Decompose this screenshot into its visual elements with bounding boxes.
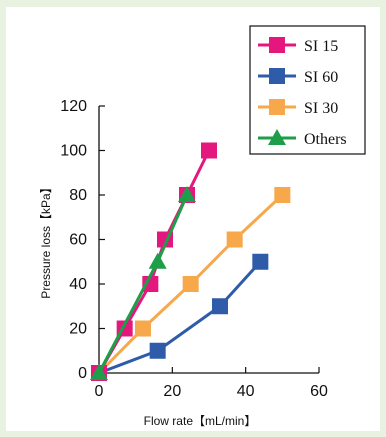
x-tick-label: 40 [237, 383, 255, 400]
legend-item-si-60: SI 60 [258, 68, 338, 86]
series-layer [90, 142, 291, 381]
series-others [90, 186, 196, 380]
y-tick-label: 120 [60, 98, 87, 115]
data-point-others [178, 186, 196, 202]
data-point-si-30 [226, 231, 243, 248]
x-axis-title: Flow rate【mL/min】 [144, 414, 257, 428]
series-line-si-60 [98, 260, 262, 375]
legend-label: SI 30 [304, 100, 338, 117]
series-si-30 [91, 187, 291, 381]
legend-marker [268, 129, 286, 145]
y-tick-label: 80 [69, 187, 87, 204]
data-point-si-15 [201, 142, 217, 159]
legend-marker [269, 68, 285, 84]
y-axis-title: Pressure loss【kPa】 [39, 181, 53, 298]
x-tick-label: 60 [310, 383, 328, 400]
legend-item-si-15: SI 15 [258, 37, 338, 55]
legend: SI 15 SI 60 SI 30 Others [249, 25, 366, 155]
data-point-si-60 [212, 298, 228, 315]
series-si-60 [91, 253, 269, 381]
data-point-si-30 [182, 276, 199, 292]
data-point-si-60 [149, 342, 166, 359]
y-tick-label: 100 [60, 143, 87, 160]
x-tick-label: 20 [163, 383, 181, 400]
legend-item-others: Others [258, 129, 347, 148]
y-tick-label: 40 [69, 276, 87, 293]
data-point-others [90, 364, 108, 380]
y-tick-label: 20 [69, 321, 87, 338]
data-point-si-30 [135, 320, 151, 337]
legend-label: Others [304, 131, 347, 148]
x-tick-label: 0 [95, 383, 104, 400]
data-point-si-30 [274, 187, 291, 203]
legend-label: SI 15 [304, 38, 338, 55]
data-point-si-60 [252, 253, 269, 270]
legend-marker [269, 99, 285, 115]
y-tick-label: 60 [69, 232, 87, 249]
data-point-si-15 [142, 276, 159, 292]
legend-marker [269, 37, 285, 53]
legend-label: SI 60 [304, 69, 338, 86]
y-tick-label: 0 [78, 365, 87, 382]
data-point-others [148, 252, 167, 269]
legend-item-si-30: SI 30 [258, 99, 338, 117]
